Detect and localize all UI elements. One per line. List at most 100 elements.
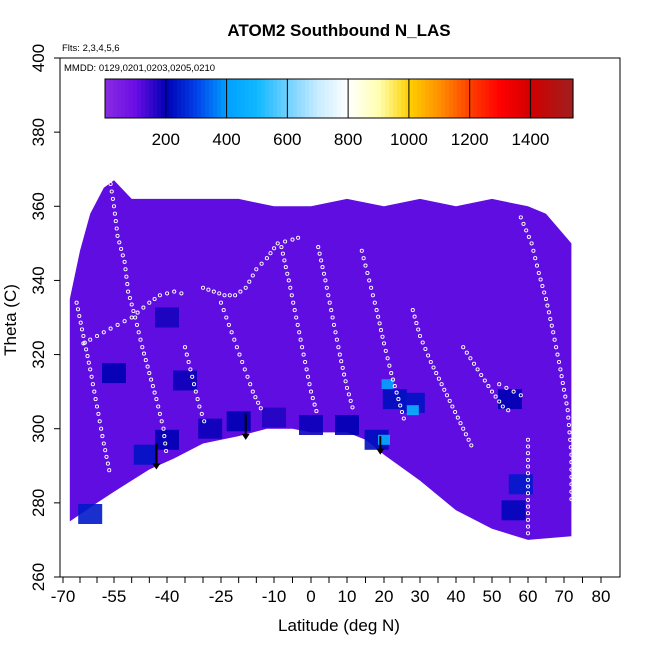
track-point: [218, 300, 224, 305]
track-point: [568, 445, 573, 450]
track-point: [202, 419, 207, 424]
colorbar-segment: [289, 79, 294, 118]
colorbar-segment: [153, 79, 158, 118]
colorbar-tick-label: 200: [152, 130, 180, 149]
y-axis: 260 280 300 320 340 360 380 400: [29, 44, 60, 591]
track-point: [482, 378, 487, 383]
track-point: [112, 211, 117, 216]
track-point: [372, 300, 377, 305]
colorbar-segment: [157, 79, 162, 118]
track-point: [566, 422, 571, 428]
track-point: [94, 333, 100, 339]
track-point: [317, 251, 322, 256]
y-tick-label: 320: [29, 340, 48, 368]
track-point: [359, 248, 364, 253]
colorbar-segment: [421, 79, 426, 118]
track-point: [554, 345, 559, 350]
y-tick-label: 360: [29, 192, 48, 220]
track-point: [298, 337, 303, 342]
colorbar-segment: [449, 79, 454, 118]
colorbar-segment: [297, 79, 302, 118]
track-point: [134, 322, 140, 327]
colorbar-segment: [345, 79, 350, 118]
track-point: [569, 482, 574, 487]
track-point: [414, 321, 419, 326]
colorbar-segment: [277, 79, 282, 118]
track-point: [93, 397, 98, 402]
heatmap-cell: [508, 474, 533, 495]
colorbar-segment: [465, 79, 470, 118]
x-axis: -70 -55 -40 -25 -10 0 10 20 30 40 50 60 70 80: [51, 577, 610, 606]
colorbar-segment: [389, 79, 394, 118]
colorbar-segment: [329, 79, 334, 118]
track-point: [330, 315, 335, 320]
colorbar-segment: [225, 79, 230, 118]
colorbar-segment: [177, 79, 182, 118]
track-point: [401, 416, 406, 421]
track-point: [439, 382, 444, 387]
heatmap-cell: [102, 363, 126, 384]
track-point: [294, 315, 299, 320]
track-point: [558, 367, 563, 372]
track-point: [569, 460, 574, 465]
colorbar-segment: [533, 79, 538, 118]
track-point: [303, 359, 308, 365]
track-point: [297, 330, 302, 335]
track-point: [264, 256, 269, 261]
arrow-head: [152, 463, 161, 470]
track-point: [256, 400, 261, 405]
track-point: [222, 293, 227, 298]
track-point: [525, 444, 531, 449]
x-tick-label: 70: [555, 587, 574, 606]
colorbar-segment: [549, 79, 554, 118]
track-point: [521, 221, 526, 226]
track-point: [232, 337, 237, 342]
track-point: [417, 333, 423, 339]
y-tick-label: 260: [29, 563, 48, 591]
track-point: [549, 323, 554, 328]
track-point: [126, 289, 131, 294]
track-point: [211, 289, 216, 294]
track-point: [343, 379, 348, 384]
track-point: [286, 278, 291, 283]
track-point: [240, 359, 245, 365]
track-point: [458, 421, 463, 426]
track-point: [434, 371, 439, 376]
colorbar-segment: [565, 79, 570, 118]
track-point: [525, 477, 531, 482]
x-tick-label: 10: [338, 587, 357, 606]
track-point: [412, 314, 417, 319]
track-point: [464, 350, 469, 355]
track-point: [396, 397, 401, 402]
track-point: [378, 328, 384, 333]
track-point: [288, 285, 293, 290]
track-point: [442, 387, 447, 392]
colorbar-segment: [249, 79, 254, 118]
colorbar-segment: [273, 79, 278, 118]
track-point: [89, 374, 94, 379]
track-point: [111, 204, 117, 209]
track-point: [323, 278, 328, 283]
colorbar-segment: [453, 79, 458, 118]
colorbar-segment: [321, 79, 326, 118]
track-point: [224, 315, 229, 320]
y-tick-label: 340: [29, 266, 48, 294]
colorbar-segment: [445, 79, 450, 118]
track-point: [363, 263, 368, 268]
track-point: [105, 461, 110, 466]
colorbar-segment: [117, 79, 122, 118]
track-point: [518, 215, 523, 220]
track-point: [285, 271, 290, 276]
track-point: [162, 434, 167, 439]
colorbar-segment: [509, 79, 514, 118]
track-point: [182, 345, 188, 350]
colorbar-segment: [405, 79, 410, 118]
track-point: [138, 337, 143, 342]
track-point: [453, 409, 458, 415]
track-point: [569, 474, 574, 479]
track-point: [392, 384, 397, 389]
flights-note: Flts: 2,3,4,5,6: [62, 43, 120, 54]
track-point: [500, 404, 505, 409]
colorbar-segment: [337, 79, 342, 118]
colorbar-segment: [281, 79, 286, 118]
